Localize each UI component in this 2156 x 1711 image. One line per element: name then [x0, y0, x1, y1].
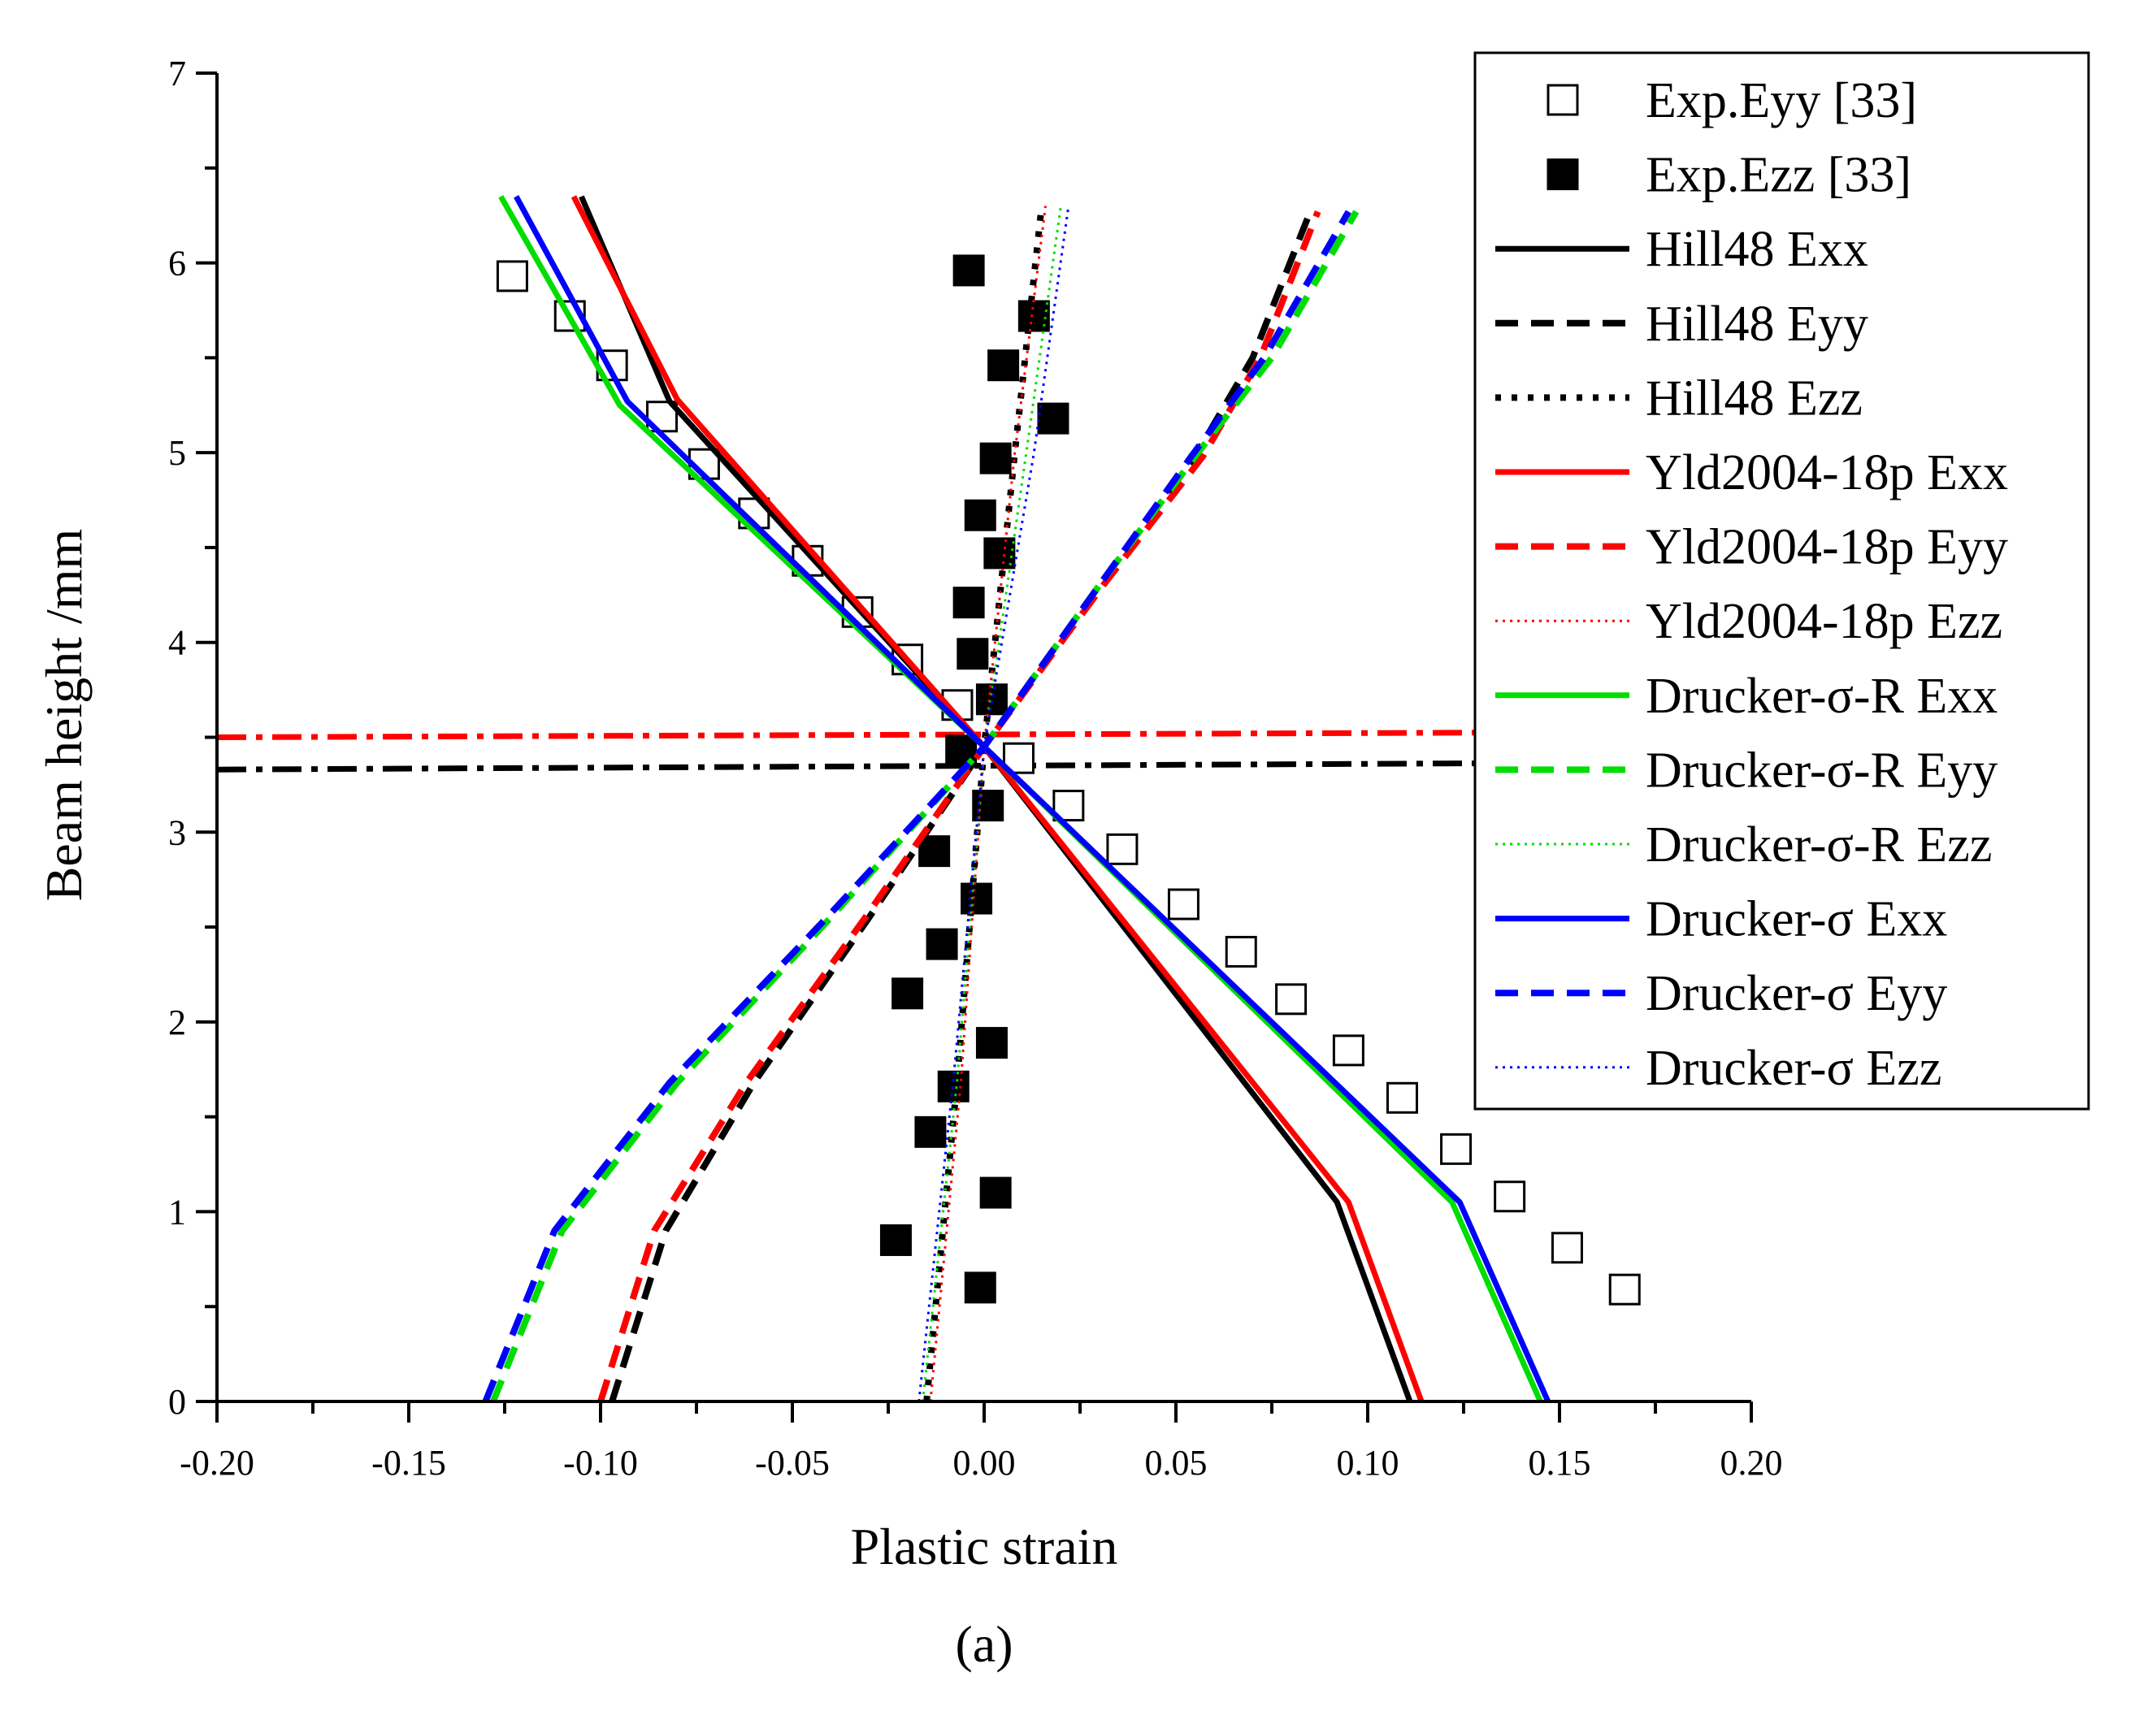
- series-0-point-21: [1608, 1273, 1641, 1306]
- x-tick-label: 0.15: [1529, 1443, 1591, 1483]
- series-1-point-6: [983, 537, 1016, 570]
- series-1-point-21: [964, 1271, 996, 1304]
- series-1-point-19: [979, 1176, 1012, 1209]
- legend-label: Drucker-σ-R Eyy: [1646, 743, 1998, 798]
- legend-label: Drucker-σ-R Exx: [1646, 669, 1998, 724]
- series-1-point-18: [914, 1115, 947, 1148]
- y-tick-label: 5: [168, 433, 186, 473]
- series-0-point-0: [496, 260, 528, 292]
- legend-item: Drucker-σ-R Eyy: [1495, 743, 1998, 798]
- series-1-point-0: [952, 254, 985, 287]
- legend-item: Yld2004-18p Exx: [1495, 445, 2008, 500]
- x-tick-label: 0.20: [1720, 1443, 1783, 1483]
- series-1-point-5: [964, 499, 996, 531]
- series-3-line: [609, 210, 1313, 1403]
- y-tick-label: 7: [168, 54, 186, 93]
- legend-item: Hill48 Ezz: [1495, 370, 1863, 426]
- series-1-point-9: [975, 683, 1008, 716]
- series-0-point-19: [1494, 1180, 1526, 1213]
- series-1-point-2: [987, 349, 1020, 382]
- legend-swatch: [1547, 84, 1579, 116]
- legend-swatch: [1547, 158, 1579, 191]
- legend-label: Exp.Ezz [33]: [1646, 148, 1911, 203]
- x-tick-label: -0.10: [563, 1443, 638, 1483]
- series-1-point-14: [926, 928, 958, 960]
- series-0-point-17: [1386, 1081, 1418, 1114]
- series-0-point-13: [1167, 888, 1199, 920]
- legend-item: Drucker-σ Exx: [1495, 892, 1947, 947]
- legend-item: Hill48 Exx: [1495, 222, 1868, 277]
- series-0-point-16: [1332, 1034, 1364, 1067]
- legend-label: Yld2004-18p Ezz: [1646, 594, 2002, 649]
- legend-item: Yld2004-18p Eyy: [1495, 520, 2008, 575]
- series-0-point-18: [1440, 1133, 1473, 1165]
- legend-label: Hill48 Eyy: [1646, 297, 1868, 352]
- legend-label: Drucker-σ Ezz: [1646, 1041, 1941, 1096]
- legend-label: Exp.Eyy [33]: [1646, 73, 1917, 128]
- y-tick-label: 3: [168, 812, 186, 852]
- legend-item: Drucker-σ-R Ezz: [1495, 817, 1992, 873]
- series-1-point-4: [979, 442, 1012, 474]
- x-axis-title: Plastic strain: [851, 1518, 1118, 1575]
- series-1-point-17: [937, 1070, 970, 1102]
- series-0-point-15: [1275, 983, 1308, 1016]
- legend-item: Yld2004-18p Ezz: [1495, 594, 2002, 649]
- series-layer: [482, 195, 1641, 1403]
- series-1-point-7: [952, 587, 985, 619]
- series-1-point-20: [879, 1224, 912, 1256]
- x-tick-label: -0.05: [755, 1443, 830, 1483]
- legend-label: Hill48 Ezz: [1646, 370, 1863, 426]
- legend-item: Exp.Ezz [33]: [1547, 148, 1911, 203]
- legend-item: Exp.Eyy [33]: [1547, 73, 1917, 128]
- legend-item: Drucker-σ Eyy: [1495, 966, 1947, 1021]
- legend-item: Drucker-σ Ezz: [1495, 1041, 1941, 1096]
- series-0-point-20: [1551, 1232, 1583, 1264]
- y-tick-label: 4: [168, 623, 186, 663]
- y-axis-title: Beam height /mm: [35, 529, 93, 902]
- legend-label: Drucker-σ-R Ezz: [1646, 817, 1992, 873]
- series-1-point-15: [891, 977, 924, 1010]
- legend-label: Yld2004-18p Exx: [1646, 445, 2008, 500]
- figure-caption: (a): [955, 1615, 1013, 1673]
- series-1-point-8: [957, 638, 989, 670]
- series-0-point-12: [1106, 833, 1139, 865]
- series-1-point-13: [961, 882, 993, 915]
- y-tick-label: 6: [168, 244, 186, 284]
- legend-item: Hill48 Eyy: [1495, 297, 1868, 352]
- series-0-point-14: [1225, 935, 1257, 968]
- legend-item: Drucker-σ-R Exx: [1495, 669, 1998, 724]
- legend-label: Drucker-σ Eyy: [1646, 966, 1947, 1021]
- legend-label: Hill48 Exx: [1646, 222, 1868, 277]
- series-13-line: [917, 206, 1070, 1402]
- y-tick-label: 1: [168, 1192, 186, 1232]
- axes: -0.20 -0.15 -0.10 -0.05 0.00 0.05 0.10 0.15 0.20…: [168, 54, 1783, 1483]
- legend-box: [1473, 51, 2090, 1111]
- x-tick-label: -0.20: [180, 1443, 254, 1483]
- series-6-line: [597, 210, 1321, 1403]
- x-tick-label: 0.10: [1337, 1443, 1399, 1483]
- series-1-point-3: [1037, 402, 1069, 435]
- legend: Exp.Eyy [33] Exp.Ezz [33] Hill48 Exx Hill48…: [1473, 51, 2090, 1111]
- series-4-line: [923, 206, 1045, 1402]
- y-tick-label: 2: [168, 1003, 186, 1042]
- series-1-point-16: [975, 1027, 1008, 1059]
- x-tick-label: -0.15: [371, 1443, 446, 1483]
- x-tick-label: 0.05: [1145, 1443, 1208, 1483]
- series-1-point-12: [918, 835, 951, 868]
- series-12-line: [482, 210, 1351, 1403]
- legend-label: Yld2004-18p Eyy: [1646, 520, 2008, 575]
- x-tick-label: 0.00: [953, 1443, 1016, 1483]
- y-tick-label: 0: [168, 1382, 186, 1422]
- legend-label: Drucker-σ Exx: [1646, 892, 1947, 947]
